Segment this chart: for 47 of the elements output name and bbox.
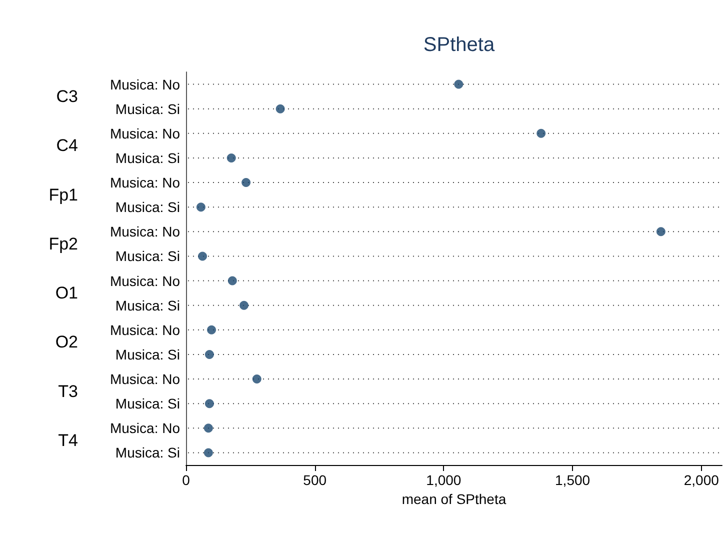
y-tick-label: Musica: Si bbox=[115, 346, 180, 362]
text: O2 bbox=[55, 332, 78, 352]
x-tick-label: 1,000 bbox=[426, 472, 462, 488]
point bbox=[656, 227, 666, 236]
point bbox=[207, 325, 216, 334]
text: Fp2 bbox=[48, 234, 78, 254]
point bbox=[454, 80, 464, 89]
point bbox=[204, 350, 214, 359]
y-tick-label: Musica: No bbox=[110, 76, 180, 92]
x-tick-label: 2,000 bbox=[684, 472, 720, 488]
point bbox=[536, 128, 546, 138]
point bbox=[252, 374, 262, 384]
y-tick-label: Musica: Si bbox=[115, 248, 180, 264]
point bbox=[196, 202, 206, 212]
text: C4 bbox=[56, 136, 78, 156]
y-tick-label: Musica: No bbox=[110, 322, 180, 338]
y-tick-label: Musica: Si bbox=[115, 100, 180, 117]
text: T3 bbox=[58, 382, 78, 401]
y-tick-label: Musica: Si bbox=[115, 199, 180, 216]
y-tick-label: Musica: No bbox=[110, 174, 180, 191]
y-tick-label: Musica: Si bbox=[115, 444, 180, 461]
text: T4 bbox=[58, 430, 78, 450]
point bbox=[239, 300, 248, 310]
point bbox=[204, 424, 213, 433]
point bbox=[204, 448, 213, 458]
y-tick-label: Musica: No bbox=[110, 125, 180, 142]
point bbox=[226, 153, 236, 162]
y-tick-label: Musica: Si bbox=[115, 396, 180, 412]
x-tick-label: 1,500 bbox=[555, 472, 590, 488]
point bbox=[276, 104, 285, 114]
point bbox=[198, 252, 207, 261]
point bbox=[228, 276, 237, 286]
y-tick-label: Musica: Si bbox=[115, 297, 180, 314]
point bbox=[204, 399, 214, 408]
x-tick-label: 500 bbox=[303, 472, 327, 488]
y-tick-label: Musica: No bbox=[110, 224, 180, 240]
chart-title: SPtheta bbox=[423, 34, 496, 56]
y-tick-label: Musica: No bbox=[110, 272, 180, 289]
x-tick-label: 0 bbox=[182, 472, 190, 488]
text: Fp1 bbox=[48, 185, 78, 204]
y-tick-label: Musica: No bbox=[110, 371, 180, 388]
text: O1 bbox=[55, 284, 78, 303]
point bbox=[242, 178, 251, 188]
y-tick-label: Musica: No bbox=[110, 420, 180, 436]
y-tick-label: Musica: Si bbox=[115, 150, 180, 166]
text: C3 bbox=[56, 87, 78, 106]
x-axis-title: mean of SPtheta bbox=[402, 490, 506, 507]
